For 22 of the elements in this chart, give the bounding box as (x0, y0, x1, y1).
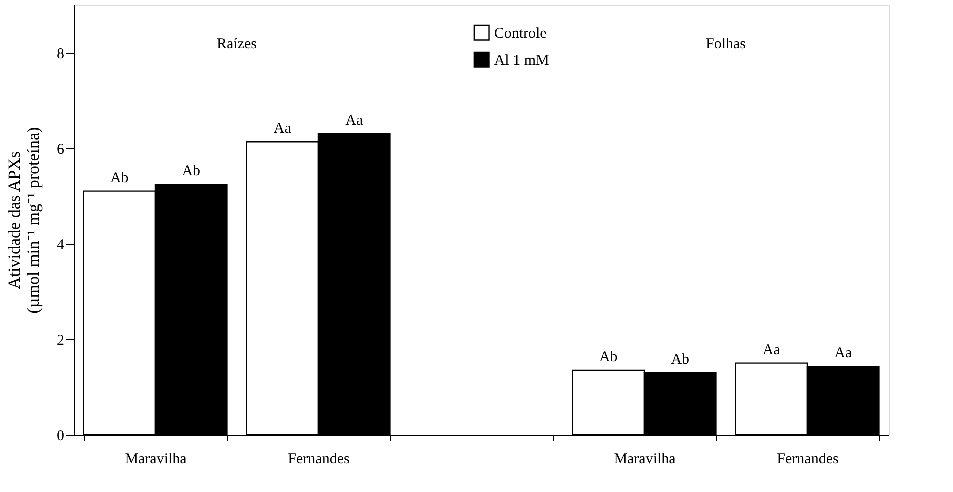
data-label: Aa (274, 121, 292, 138)
annotation: Raízes (217, 36, 258, 53)
data-label: Ab (599, 350, 618, 366)
y-tick-label: 8 (57, 46, 64, 62)
data-label: Ab (671, 352, 690, 368)
y-axis-title: Atividade das APXs (µmol min⁻¹ mg⁻¹ proteína) (5, 127, 43, 314)
data-label: Aa (834, 346, 852, 362)
x-tick-label: Fernandes (777, 452, 839, 468)
y-tick-label: 2 (57, 332, 64, 349)
x-tick-label: Fernandes (288, 452, 350, 468)
x-tick-label: Maravilha (125, 452, 188, 468)
y-tick-label: 4 (57, 237, 65, 254)
data-label: Aa (346, 113, 364, 129)
y-tick-label: 0 (57, 428, 64, 444)
x-tick-label: Maravilha (614, 452, 676, 468)
data-label: Ab (182, 164, 201, 180)
legend-label: Al 1 mM (494, 52, 550, 69)
legend-label: Controle (494, 26, 548, 42)
data-label: Aa (762, 342, 781, 358)
data-label: Ab (110, 170, 129, 186)
annotation: Folhas (706, 36, 746, 53)
y-tick-label: 6 (57, 142, 65, 158)
